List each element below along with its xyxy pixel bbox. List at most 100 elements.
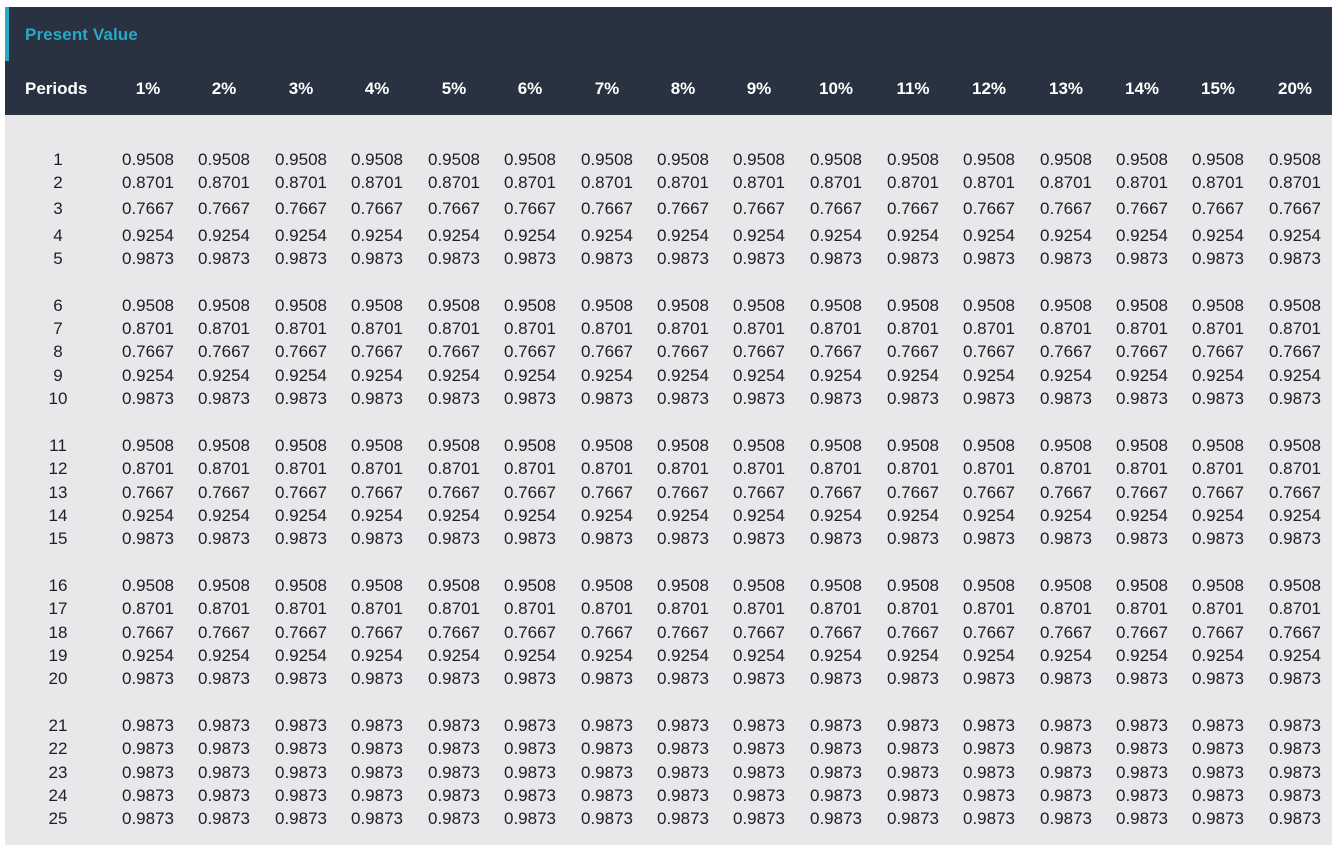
table-row: 6 0.9508 0.9508 0.9508 0.9508 0.9508 0.9508 0.9… [5, 295, 1332, 317]
value-cell: 0.7667 [1116, 623, 1168, 642]
value-cell: 0.9508 [1269, 296, 1321, 315]
value-cell: 0.9873 [581, 739, 633, 758]
value-cell: 0.9508 [275, 296, 327, 315]
value-cell: 0.9873 [1269, 669, 1321, 688]
value-cell: 0.8701 [428, 459, 480, 478]
value-cell: 0.9873 [810, 809, 862, 828]
value-cell: 0.8701 [1192, 459, 1244, 478]
value-cell: 0.8701 [657, 319, 709, 338]
value-cell: 0.7667 [351, 199, 403, 218]
value-cell: 0.7667 [122, 483, 174, 502]
value-cell: 0.9873 [887, 739, 939, 758]
value-cell: 0.9508 [198, 150, 250, 169]
value-cell: 0.8701 [657, 173, 709, 192]
value-cell: 0.9254 [581, 646, 633, 665]
value-cell: 0.9508 [1116, 296, 1168, 315]
value-cell: 0.9254 [887, 366, 939, 385]
value-cell: 0.7667 [198, 623, 250, 642]
value-cell: 0.9254 [1269, 226, 1321, 245]
value-cell: 0.9254 [1269, 646, 1321, 665]
value-cell: 0.9508 [657, 436, 709, 455]
value-cell: 0.9508 [657, 576, 709, 595]
value-cell: 0.9508 [963, 436, 1015, 455]
value-cell: 0.9873 [1192, 389, 1244, 408]
value-cell: 0.9508 [887, 296, 939, 315]
value-cell: 0.9508 [1116, 436, 1168, 455]
value-cell: 0.9873 [963, 739, 1015, 758]
value-cell: 0.9508 [122, 576, 174, 595]
value-cell: 0.9254 [1192, 646, 1244, 665]
value-cell: 0.7667 [657, 199, 709, 218]
value-cell: 0.9873 [1192, 809, 1244, 828]
period-cell: 16 [48, 576, 68, 595]
value-cell: 0.9873 [581, 809, 633, 828]
value-cell: 0.9254 [1192, 366, 1244, 385]
value-cell: 0.9508 [351, 296, 403, 315]
value-cell: 0.9873 [733, 716, 785, 735]
value-cell: 0.7667 [810, 199, 862, 218]
value-cell: 0.7667 [1269, 483, 1321, 502]
value-cell: 0.9254 [963, 366, 1015, 385]
value-cell: 0.9873 [1040, 389, 1092, 408]
value-cell: 0.9873 [887, 716, 939, 735]
value-cell: 0.9873 [351, 739, 403, 758]
value-cell: 0.9873 [810, 669, 862, 688]
value-cell: 0.9873 [122, 809, 174, 828]
value-cell: 0.9508 [581, 150, 633, 169]
value-cell: 0.9873 [657, 669, 709, 688]
value-cell: 0.9254 [1116, 646, 1168, 665]
value-cell: 0.9873 [657, 249, 709, 268]
value-cell: 0.9873 [1269, 249, 1321, 268]
value-cell: 0.9254 [657, 226, 709, 245]
value-cell: 0.9873 [198, 669, 250, 688]
value-cell: 0.9873 [733, 809, 785, 828]
value-cell: 0.9508 [963, 576, 1015, 595]
value-cell: 0.9508 [657, 296, 709, 315]
period-cell: 18 [48, 623, 68, 642]
value-cell: 0.9508 [963, 150, 1015, 169]
value-cell: 0.9873 [1192, 763, 1244, 782]
value-cell: 0.8701 [428, 599, 480, 618]
value-cell: 0.9508 [504, 576, 556, 595]
value-cell: 0.9873 [657, 389, 709, 408]
value-cell: 0.9873 [504, 739, 556, 758]
value-cell: 0.9873 [1192, 249, 1244, 268]
value-cell: 0.7667 [1040, 199, 1092, 218]
value-cell: 0.9873 [1040, 669, 1092, 688]
value-cell: 0.7667 [351, 483, 403, 502]
value-cell: 0.9873 [122, 763, 174, 782]
value-cell: 0.9873 [275, 763, 327, 782]
value-cell: 0.8701 [351, 319, 403, 338]
value-cell: 0.9508 [581, 436, 633, 455]
value-cell: 0.7667 [963, 342, 1015, 361]
value-cell: 0.9873 [733, 389, 785, 408]
value-cell: 0.9254 [122, 366, 174, 385]
value-cell: 0.9873 [1040, 809, 1092, 828]
value-cell: 0.8701 [351, 459, 403, 478]
value-cell: 0.8701 [733, 459, 785, 478]
value-cell: 0.9873 [887, 669, 939, 688]
value-cell: 0.9873 [275, 809, 327, 828]
value-cell: 0.9508 [1116, 576, 1168, 595]
period-cell: 15 [48, 529, 68, 548]
value-cell: 0.9254 [1040, 506, 1092, 525]
value-cell: 0.9873 [198, 739, 250, 758]
value-cell: 0.9873 [963, 529, 1015, 548]
value-cell: 0.9873 [504, 763, 556, 782]
value-cell: 0.7667 [810, 623, 862, 642]
value-cell: 0.7667 [1116, 199, 1168, 218]
value-cell: 0.9873 [122, 716, 174, 735]
present-value-table: Present Value Periods 1% 2% 3% 4% 5% 6% 7% 8% 9%… [5, 7, 1332, 845]
value-cell: 0.9873 [1269, 739, 1321, 758]
value-cell: 0.9873 [275, 739, 327, 758]
value-cell: 0.8701 [810, 599, 862, 618]
value-cell: 0.7667 [1040, 623, 1092, 642]
value-cell: 0.9508 [887, 150, 939, 169]
column-header-rate: 3% [288, 79, 314, 98]
table-row: 10 0.9873 0.9873 0.9873 0.9873 0.9873 0.9873 0.… [5, 388, 1332, 410]
period-cell: 5 [53, 249, 63, 268]
value-cell: 0.8701 [1269, 173, 1321, 192]
value-cell: 0.9873 [198, 389, 250, 408]
value-cell: 0.7667 [810, 483, 862, 502]
value-cell: 0.9873 [351, 809, 403, 828]
